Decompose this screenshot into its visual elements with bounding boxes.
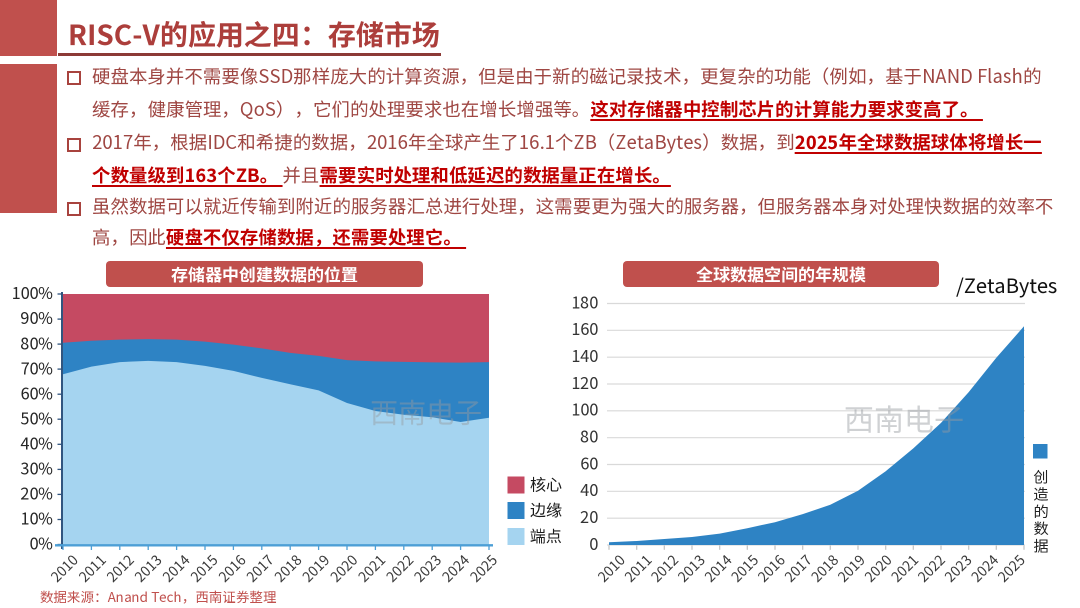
svg-text:2025: 2025 [466, 550, 502, 586]
svg-text:0%: 0% [29, 531, 53, 555]
svg-text:边缘: 边缘 [530, 497, 562, 521]
svg-text:60%: 60% [21, 380, 54, 404]
svg-text:10%: 10% [21, 506, 54, 530]
svg-text:20: 20 [580, 504, 598, 528]
svg-text:数: 数 [1033, 518, 1048, 539]
svg-text:端点: 端点 [530, 523, 562, 547]
svg-text:40: 40 [580, 477, 598, 501]
svg-text:核心: 核心 [530, 472, 562, 496]
svg-text:70%: 70% [21, 355, 54, 379]
svg-text:20%: 20% [21, 481, 54, 505]
svg-text:90%: 90% [21, 305, 54, 329]
svg-text:140: 140 [571, 343, 598, 367]
svg-text:80%: 80% [21, 330, 54, 354]
svg-text:60: 60 [580, 450, 598, 474]
svg-text:据: 据 [1033, 535, 1048, 556]
svg-text:40%: 40% [21, 431, 54, 455]
svg-text:创: 创 [1033, 467, 1048, 488]
svg-text:160: 160 [571, 316, 598, 340]
svg-text:100: 100 [571, 397, 598, 421]
svg-text:80: 80 [580, 424, 598, 448]
svg-text:50%: 50% [21, 405, 54, 429]
svg-text:180: 180 [571, 289, 598, 313]
svg-text:造: 造 [1033, 484, 1048, 505]
svg-text:0: 0 [589, 531, 598, 555]
svg-text:西南电子: 西南电子 [844, 396, 964, 440]
svg-text:的: 的 [1033, 501, 1048, 522]
svg-text:西南电子: 西南电子 [370, 392, 482, 432]
svg-text:2025: 2025 [993, 550, 1029, 586]
svg-text:120: 120 [571, 370, 598, 394]
svg-text:100%: 100% [12, 280, 54, 304]
svg-text:30%: 30% [21, 456, 54, 480]
